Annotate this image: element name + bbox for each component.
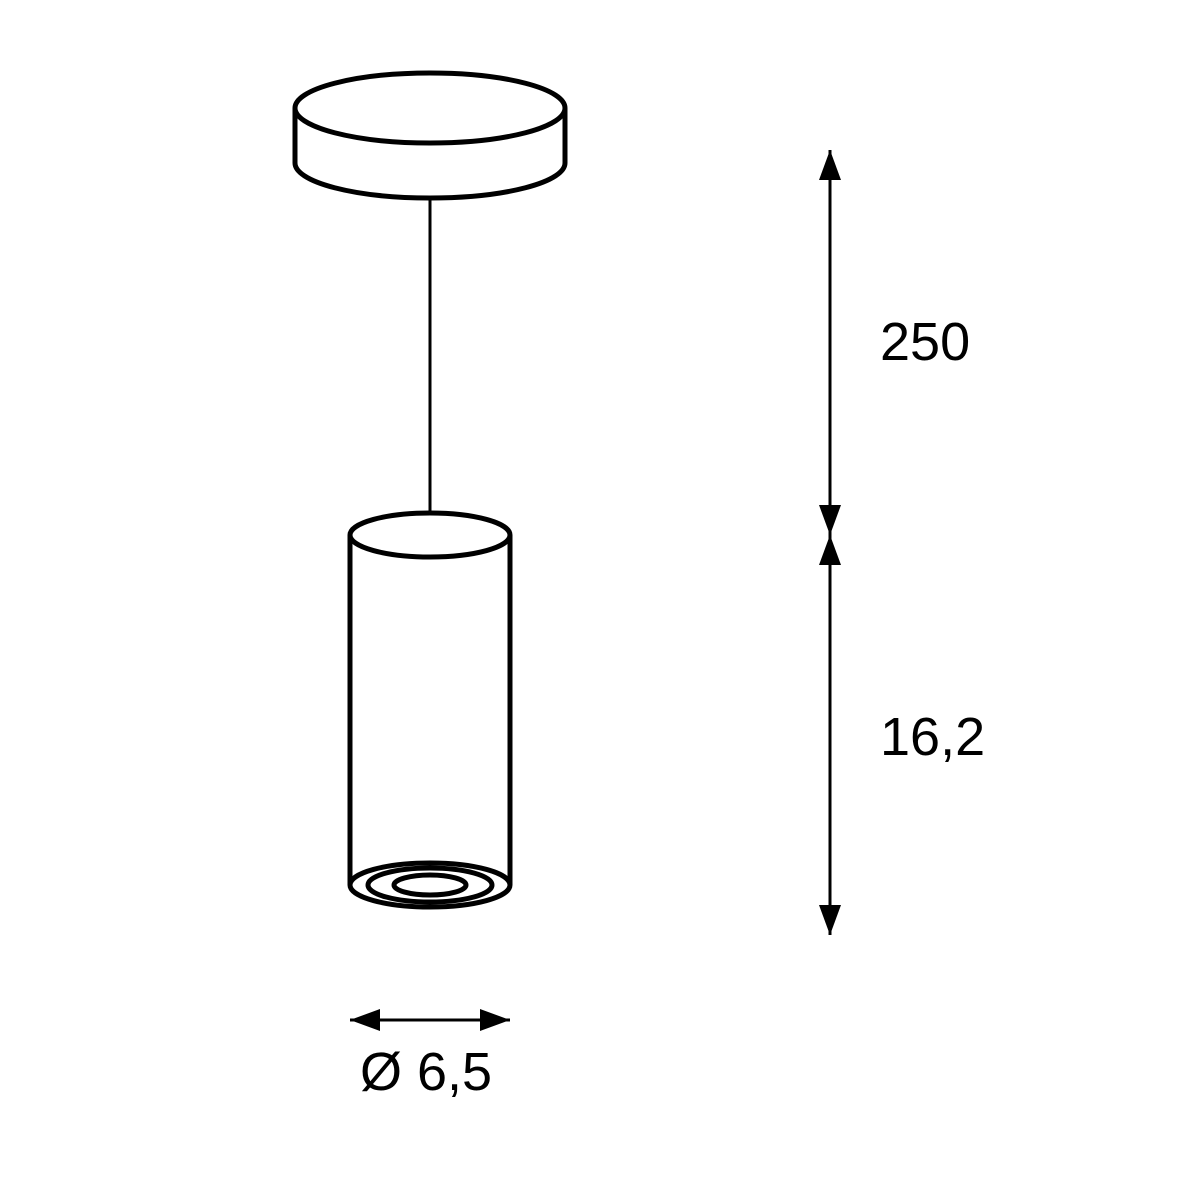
arrowhead-icon [480, 1009, 510, 1031]
arrowhead-icon [819, 505, 841, 535]
arrowhead-icon [819, 535, 841, 565]
dim-label-diameter: Ø 6,5 [360, 1042, 492, 1102]
pendant-lamp-diagram: 250 16,2 Ø 6,5 [0, 0, 1200, 1200]
arrowhead-icon [819, 150, 841, 180]
canopy-top-ellipse [295, 73, 565, 143]
arrowhead-icon [350, 1009, 380, 1031]
dim-label-body: 16,2 [880, 707, 985, 767]
dim-label-cable: 250 [880, 312, 970, 372]
arrowhead-icon [819, 905, 841, 935]
body-top-ellipse [350, 513, 510, 557]
canopy-bottom-arc [295, 163, 565, 198]
